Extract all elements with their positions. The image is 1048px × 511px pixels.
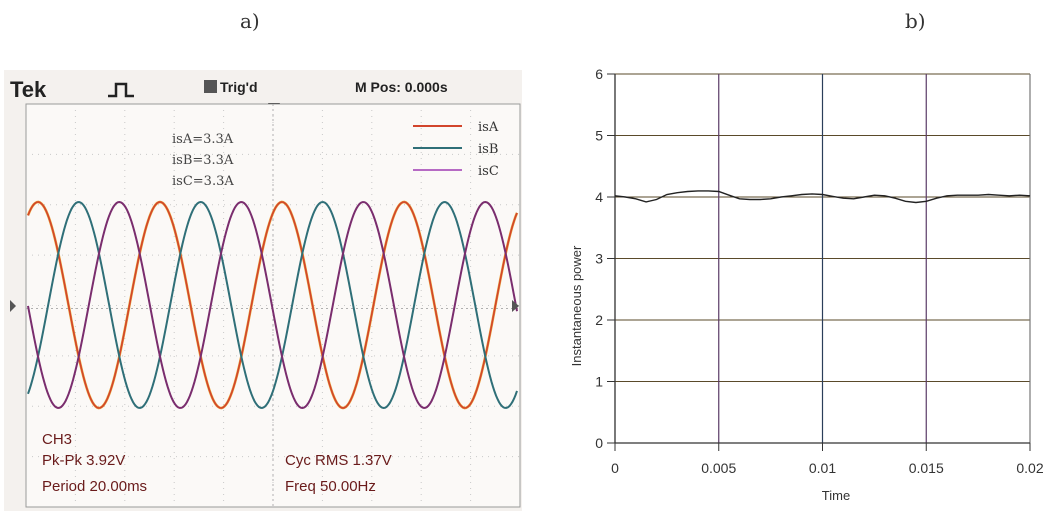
wave-isC — [27, 200, 518, 410]
measure-period: Period 20.00ms — [42, 478, 147, 495]
power-grid — [614, 73, 1031, 444]
ground-marker-left-icon — [10, 300, 16, 312]
x-tick-label: 0 — [611, 460, 619, 476]
scale-isC: isC=3.3A — [172, 174, 234, 189]
power-series-line — [614, 190, 1031, 204]
y-tick-label: 5 — [595, 128, 603, 144]
legend-label-isB: isB — [478, 142, 498, 157]
scope-waveforms — [26, 200, 519, 410]
scope-brand: Tek — [10, 77, 47, 102]
legend-label-isA: isA — [478, 120, 499, 135]
power-ticks: 0 1 2 3 4 5 6 0 0.005 0.01 0.015 0.02 — [595, 66, 1044, 476]
wave-isB — [27, 200, 518, 410]
measure-channel: CH3 — [42, 431, 72, 448]
x-tick-label: 0.005 — [701, 460, 736, 476]
y-tick-label: 6 — [595, 66, 603, 82]
y-tick-label: 3 — [595, 251, 603, 267]
measure-pkpk: Pk-Pk 3.92V — [42, 452, 125, 469]
y-tick-label: 1 — [595, 374, 603, 390]
ground-marker-right-icon — [512, 300, 519, 312]
panel-label-b: b) — [905, 9, 926, 33]
x-tick-label: 0.02 — [1016, 460, 1043, 476]
x-tick-label: 0.015 — [909, 460, 944, 476]
scale-isB: isB=3.3A — [172, 153, 234, 168]
x-tick-label: 0.01 — [809, 460, 836, 476]
measure-freq: Freq 50.00Hz — [285, 478, 376, 495]
power-chart: 0 1 2 3 4 5 6 0 0.005 0.01 0.015 0.02 Time Instanta… — [569, 66, 1044, 503]
mpos-readout: M Pos: 0.000s — [355, 79, 448, 95]
measure-cycrms: Cyc RMS 1.37V — [285, 452, 392, 469]
oscilloscope-panel: Tek Trig'd M Pos: 0.000s isA=3.3A isB=3.… — [4, 70, 522, 511]
y-axis-title: Instantaneous power — [569, 245, 584, 366]
scope-legend: isA isB isC — [413, 120, 499, 179]
scale-isA: isA=3.3A — [172, 132, 234, 147]
y-tick-label: 4 — [595, 189, 603, 205]
trigger-status: Trig'd — [220, 79, 258, 95]
y-tick-label: 2 — [595, 312, 603, 328]
legend-label-isC: isC — [478, 164, 499, 179]
panel-label-a: a) — [240, 9, 260, 33]
trigger-pulse-icon — [108, 82, 134, 98]
wave-isA — [27, 201, 518, 409]
x-axis-title: Time — [822, 488, 850, 503]
y-tick-label: 0 — [595, 435, 603, 451]
trigger-status-icon — [204, 80, 217, 93]
